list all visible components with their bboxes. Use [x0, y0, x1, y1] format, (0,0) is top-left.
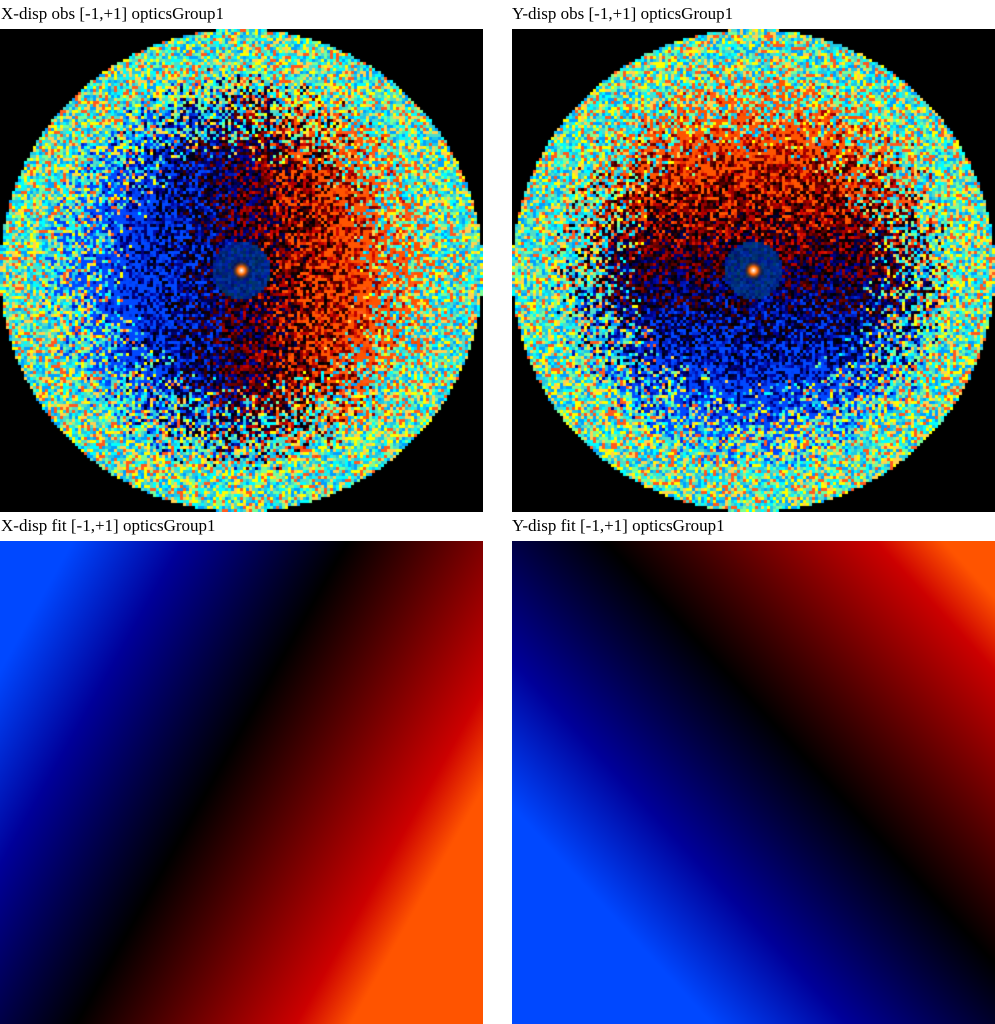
y-disp-fit-image: [512, 541, 995, 1024]
y-disp-observed-image: [512, 29, 995, 512]
panel-title-y-fit: Y-disp fit [-1,+1] opticsGroup1: [512, 516, 725, 535]
x-disp-observed-image: [0, 29, 483, 512]
panel-title-y-obs: Y-disp obs [-1,+1] opticsGroup1: [512, 4, 734, 23]
panel-title-x-obs: X-disp obs [-1,+1] opticsGroup1: [1, 4, 225, 23]
panel-title-x-fit: X-disp fit [-1,+1] opticsGroup1: [1, 516, 216, 535]
x-disp-fit-image: [0, 541, 483, 1024]
